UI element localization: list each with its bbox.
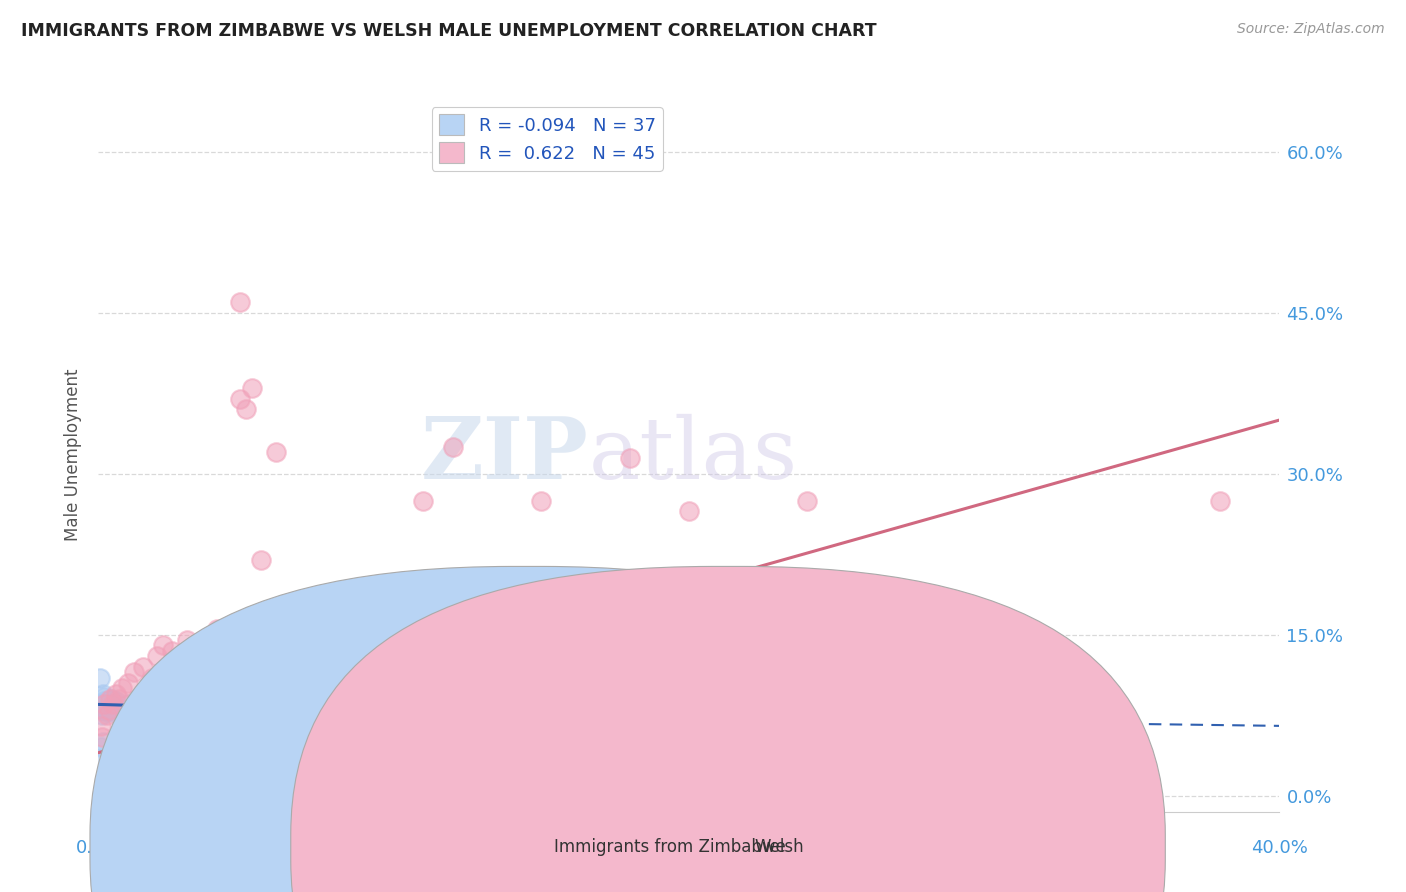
Point (98, 692, 121, 706)
Point (240, 381, 263, 395)
Point (294, 692, 316, 706)
Point (176, 698, 198, 712)
Point (294, 622, 316, 636)
Point (91, 730, 114, 744)
Point (97, 698, 120, 712)
Point (412, 493, 434, 508)
Point (678, 504, 700, 518)
Point (382, 703, 405, 717)
Point (278, 683, 302, 698)
Text: 0.0%: 0.0% (76, 838, 121, 856)
Point (93, 694, 115, 708)
Point (96, 703, 118, 717)
Point (205, 622, 228, 636)
Point (176, 633, 198, 648)
Point (152, 703, 174, 717)
Point (91, 708, 114, 723)
Point (132, 762, 155, 776)
Point (250, 552, 273, 566)
Point (141, 708, 163, 723)
Point (122, 703, 145, 717)
Point (1209, 493, 1232, 508)
Point (117, 698, 139, 712)
Point (91, 735, 114, 749)
Point (91, 751, 114, 765)
Point (94, 696, 117, 710)
Point (90, 740, 112, 755)
Point (111, 703, 134, 717)
Point (530, 493, 553, 508)
Point (93, 690, 115, 704)
Point (103, 747, 125, 762)
Point (105, 687, 128, 701)
Point (94, 700, 117, 714)
Point (90, 719, 112, 733)
Point (264, 616, 287, 631)
Text: ZIP: ZIP (420, 413, 589, 497)
Text: Welsh: Welsh (755, 838, 804, 856)
Point (235, 402, 257, 417)
Point (103, 698, 125, 712)
Point (146, 649, 169, 664)
Text: IMMIGRANTS FROM ZIMBABWE VS WELSH MALE UNEMPLOYMENT CORRELATION CHART: IMMIGRANTS FROM ZIMBABWE VS WELSH MALE U… (21, 22, 877, 40)
Point (796, 493, 818, 508)
Point (132, 700, 155, 714)
Point (93, 698, 115, 712)
Point (103, 772, 125, 787)
Point (619, 450, 641, 465)
Point (107, 708, 129, 723)
Point (96, 767, 118, 781)
Y-axis label: Male Unemployment: Male Unemployment (65, 368, 83, 541)
Legend: R = -0.094   N = 37, R =  0.622   N = 45: R = -0.094 N = 37, R = 0.622 N = 45 (432, 107, 662, 170)
Point (132, 751, 155, 765)
Text: Immigrants from Zimbabwe: Immigrants from Zimbabwe (554, 838, 786, 856)
Point (191, 639, 214, 653)
Point (98, 703, 121, 717)
Text: 40.0%: 40.0% (1251, 838, 1308, 856)
Point (141, 671, 163, 685)
Point (111, 681, 134, 696)
Point (91, 687, 114, 701)
Point (108, 700, 131, 714)
Text: atlas: atlas (589, 413, 797, 497)
Point (104, 703, 127, 717)
Point (221, 767, 243, 781)
Point (105, 694, 128, 708)
Point (221, 639, 243, 653)
Point (117, 676, 139, 690)
Point (323, 633, 346, 648)
Point (90, 698, 112, 712)
Point (90, 703, 112, 717)
Point (309, 644, 332, 658)
Point (96, 705, 118, 719)
Text: Source: ZipAtlas.com: Source: ZipAtlas.com (1237, 22, 1385, 37)
Point (96, 708, 118, 723)
Point (264, 445, 287, 459)
Point (103, 698, 125, 712)
Point (122, 665, 145, 680)
Point (353, 606, 375, 620)
Point (441, 440, 464, 454)
Point (100, 692, 122, 706)
Point (108, 692, 131, 706)
Point (471, 700, 494, 714)
Point (229, 392, 252, 406)
Point (89, 671, 111, 685)
Point (221, 687, 243, 701)
Point (114, 705, 136, 719)
Point (278, 622, 302, 636)
Point (152, 639, 174, 653)
Point (97, 703, 120, 717)
Point (382, 600, 405, 615)
Point (162, 644, 183, 658)
Point (132, 660, 155, 674)
Point (229, 295, 252, 310)
